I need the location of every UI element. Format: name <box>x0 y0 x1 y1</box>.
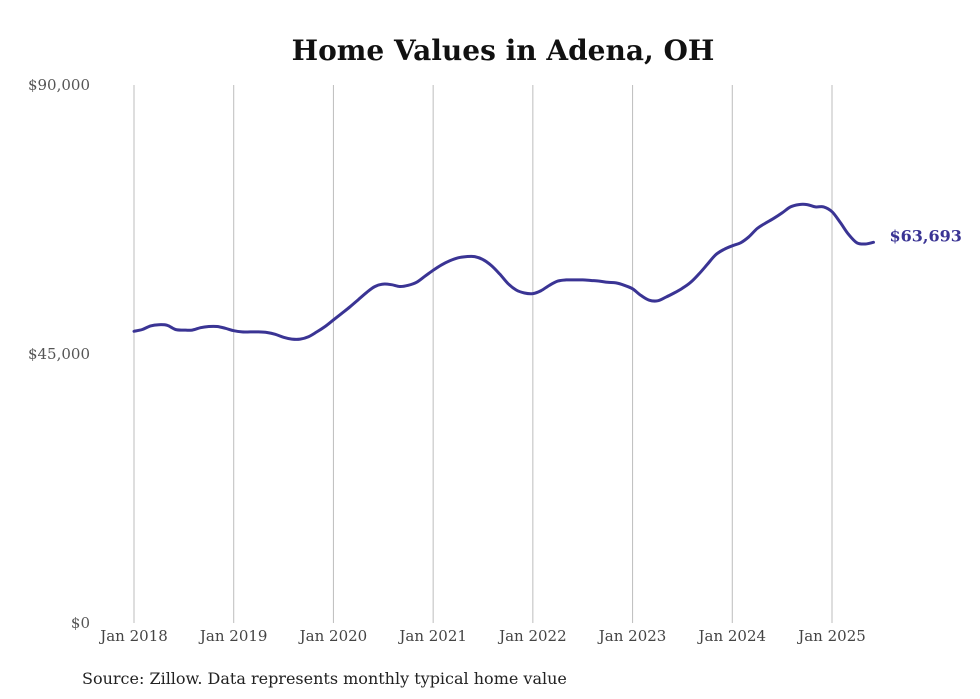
chart-title: Home Values in Adena, OH <box>292 34 715 67</box>
x-axis-tick-labels: Jan 2018 Jan 2019 Jan 2020 Jan 2021 Jan 2022… <box>98 627 866 645</box>
x-tick-label: Jan 2023 <box>597 627 667 645</box>
y-tick-label: $45,000 <box>28 345 90 363</box>
x-tick-label: Jan 2025 <box>796 627 866 645</box>
y-tick-label: $90,000 <box>28 76 90 94</box>
source-note: Source: Zillow. Data represents monthly … <box>82 669 567 688</box>
x-tick-label: Jan 2022 <box>497 627 567 645</box>
y-tick-label: $0 <box>71 614 90 632</box>
x-tick-label: Jan 2019 <box>198 627 268 645</box>
home-value-series-line <box>132 202 875 341</box>
latest-value-label: $63,693 <box>890 226 962 245</box>
x-tick-label: Jan 2021 <box>397 627 467 645</box>
x-tick-label: Jan 2024 <box>697 627 767 645</box>
x-tick-label: Jan 2020 <box>298 627 368 645</box>
vertical-gridlines <box>133 85 833 623</box>
x-tick-label: Jan 2018 <box>98 627 168 645</box>
y-axis-tick-labels: $0 $45,000 $90,000 <box>28 76 90 632</box>
